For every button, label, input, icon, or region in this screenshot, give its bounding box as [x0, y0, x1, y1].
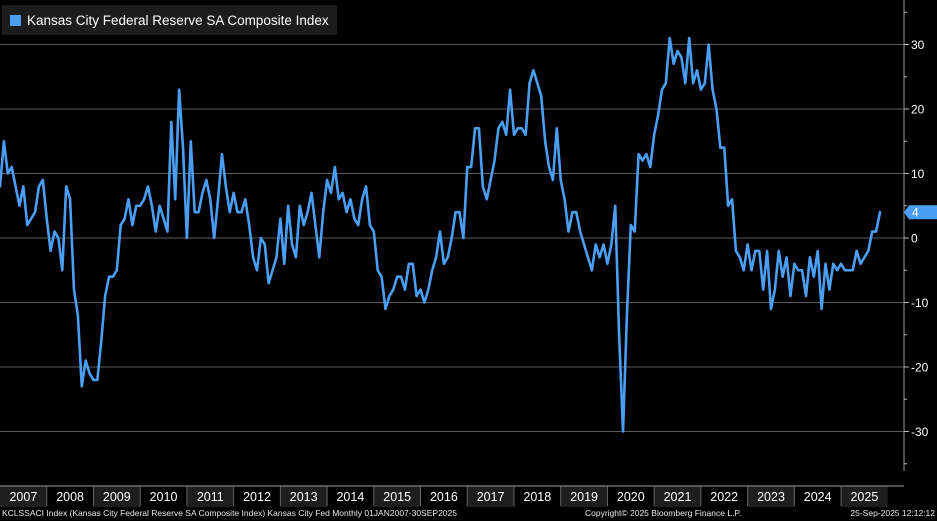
year-band	[467, 486, 514, 507]
y-tick-label: -30	[911, 425, 929, 439]
year-band	[654, 486, 701, 507]
last-value-label: 4	[912, 206, 919, 220]
x-tick-label: 2024	[804, 490, 832, 504]
y-tick-label: -20	[911, 361, 929, 375]
x-axis: 2007 2008 2009 2010 2011 2012 2013 2014 2015 2016…	[0, 485, 904, 506]
year-band	[0, 486, 47, 507]
x-tick-label: 2010	[150, 490, 178, 504]
year-band	[747, 486, 795, 507]
year-band	[93, 486, 141, 507]
footer: KCLSSACI Index (Kansas City Federal Rese…	[0, 507, 937, 521]
footer-ticker-description: KCLSSACI Index (Kansas City Federal Rese…	[2, 508, 457, 518]
x-tick-label: 2013	[290, 490, 318, 504]
y-tick-label: 20	[911, 103, 925, 117]
x-tick-label: 2007	[9, 490, 37, 504]
year-band	[560, 486, 608, 507]
footer-copyright: Copyright© 2025 Bloomberg Finance L.P.	[585, 508, 742, 518]
x-tick-label: 2023	[757, 490, 785, 504]
x-tick-label: 2014	[336, 490, 364, 504]
series-line	[0, 36, 882, 433]
x-tick-label: 2012	[243, 490, 271, 504]
year-bands	[0, 486, 888, 507]
last-value-tag	[904, 205, 937, 220]
x-tick-label: 2025	[850, 490, 878, 504]
year-band	[373, 486, 421, 507]
y-tick-label: 0	[911, 232, 918, 246]
last-value-group: 4	[904, 205, 937, 220]
x-tick-label: 2017	[477, 490, 505, 504]
footer-timestamp: 25-Sep-2025 12:12:12	[850, 508, 935, 518]
year-band	[841, 486, 888, 507]
y-axis-ticks: 30 20 10 0 -10 -20 -30	[904, 11, 929, 465]
year-band	[280, 486, 328, 507]
y-tick-label: 10	[911, 167, 925, 181]
x-tick-label: 2022	[710, 490, 738, 504]
x-tick-label: 2015	[383, 490, 411, 504]
legend-label: Kansas City Federal Reserve SA Composite…	[27, 12, 329, 28]
x-tick-label: 2018	[523, 490, 551, 504]
x-tick-label: 2016	[430, 490, 458, 504]
y-tick-label: -10	[911, 296, 929, 310]
x-tick-label: 2008	[56, 490, 84, 504]
x-tick-label: 2011	[197, 490, 224, 504]
x-tick-label: 2019	[570, 490, 598, 504]
x-tick-label: 2009	[103, 490, 131, 504]
x-tick-label: 2021	[664, 490, 692, 504]
year-band	[186, 486, 234, 507]
legend: Kansas City Federal Reserve SA Composite…	[2, 5, 337, 35]
legend-swatch	[10, 14, 21, 26]
series-group	[0, 36, 882, 433]
y-tick-label: 30	[911, 38, 925, 52]
x-tick-label: 2020	[617, 490, 645, 504]
